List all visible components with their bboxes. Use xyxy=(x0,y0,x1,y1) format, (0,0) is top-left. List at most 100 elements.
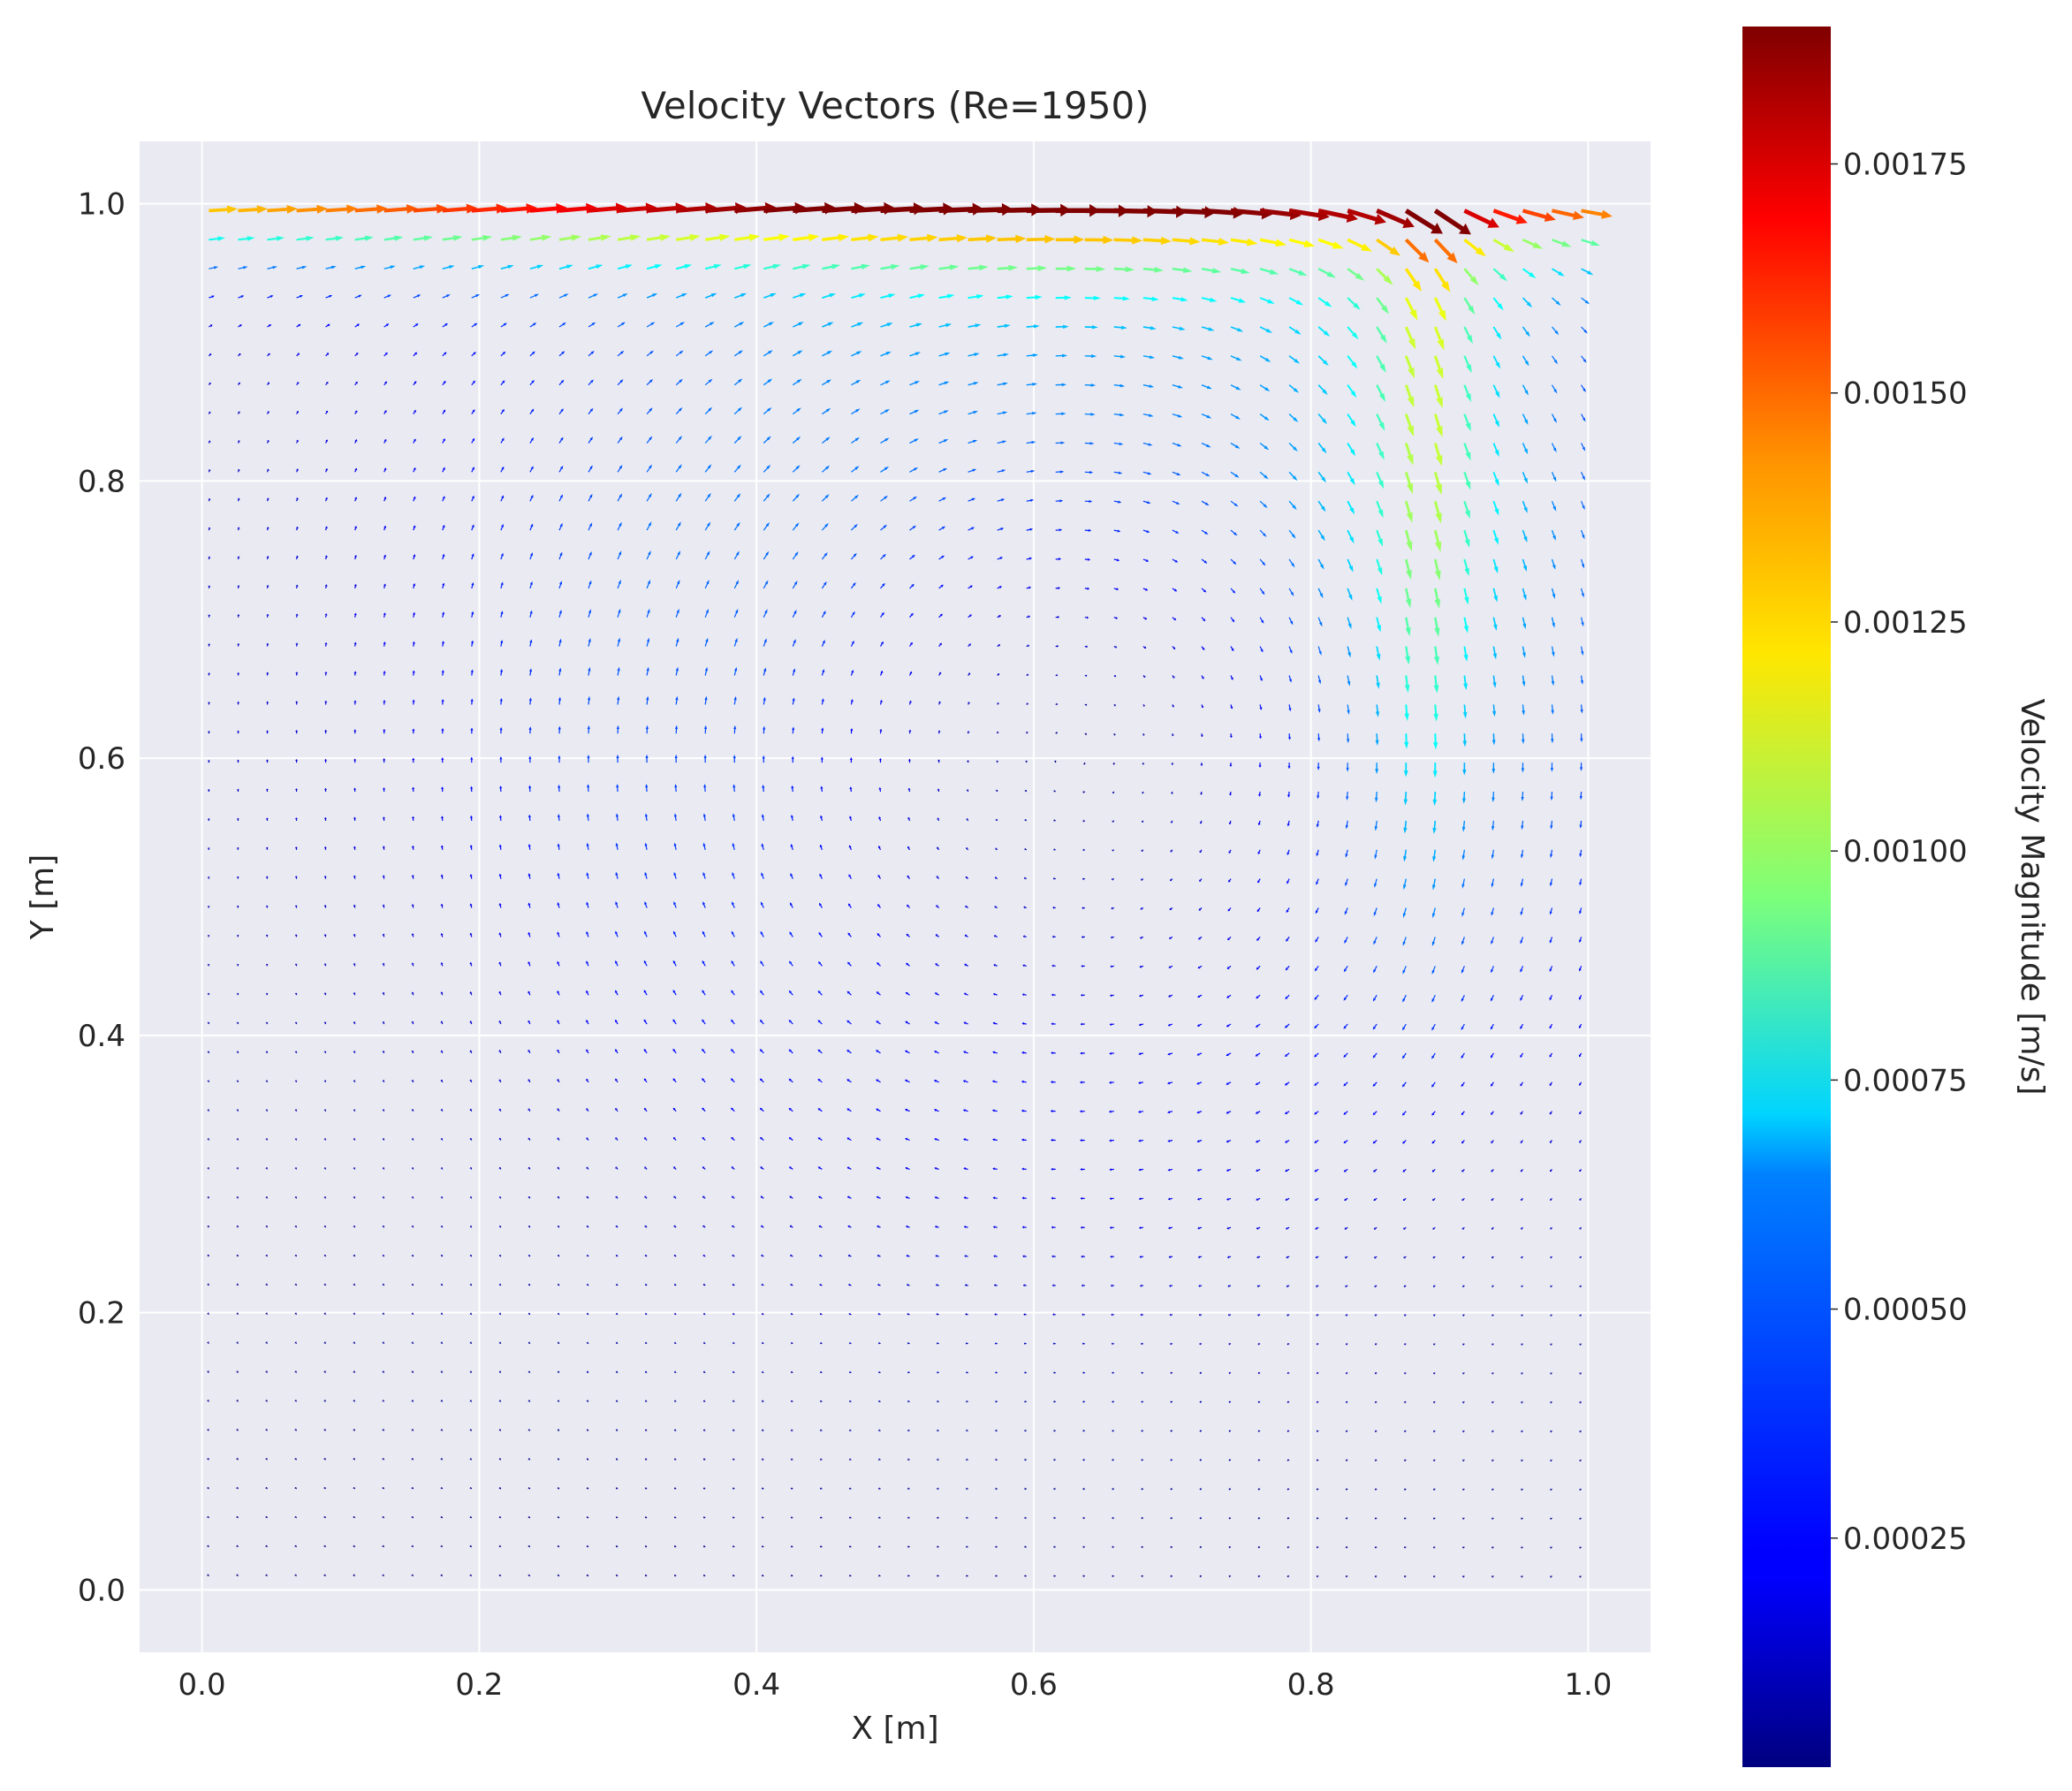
velocity-arrow xyxy=(1259,355,1271,362)
velocity-arrow xyxy=(354,467,358,473)
velocity-arrow xyxy=(938,672,942,676)
velocity-arrow xyxy=(788,1049,793,1054)
velocity-arrow xyxy=(704,550,710,560)
velocity-arrow xyxy=(1344,1226,1348,1230)
velocity-arrow xyxy=(759,1107,764,1112)
velocity-arrow xyxy=(905,1137,910,1142)
velocity-arrow xyxy=(558,379,565,386)
velocity-arrow xyxy=(938,555,945,560)
velocity-arrow xyxy=(788,1078,793,1083)
velocity-arrow xyxy=(588,638,591,647)
velocity-arrow xyxy=(469,1167,473,1170)
colorbar-tick-label: 0.00125 xyxy=(1843,605,1968,641)
velocity-arrow xyxy=(734,201,777,215)
velocity-arrow xyxy=(731,1195,735,1199)
velocity-arrow xyxy=(935,934,939,937)
velocity-arrow xyxy=(209,236,225,241)
velocity-arrow xyxy=(208,614,211,618)
velocity-arrow xyxy=(1374,849,1378,860)
velocity-arrow xyxy=(558,234,582,241)
velocity-arrow xyxy=(617,465,623,473)
velocity-arrow xyxy=(469,991,473,996)
velocity-arrow xyxy=(1579,1111,1582,1115)
velocity-arrow xyxy=(1374,1517,1378,1520)
velocity-arrow xyxy=(820,1370,823,1374)
velocity-arrow xyxy=(817,1108,823,1112)
velocity-arrow xyxy=(1402,1197,1407,1201)
velocity-arrow xyxy=(323,1341,327,1345)
velocity-arrow xyxy=(1226,965,1232,969)
velocity-arrow xyxy=(992,1138,998,1142)
velocity-arrow xyxy=(965,1312,968,1316)
velocity-arrow xyxy=(527,961,531,967)
velocity-arrow xyxy=(1343,1081,1348,1087)
velocity-arrow xyxy=(294,1487,298,1490)
velocity-arrow xyxy=(471,524,474,531)
velocity-arrow xyxy=(1581,268,1594,276)
velocity-arrow xyxy=(237,497,240,502)
velocity-arrow xyxy=(1347,588,1353,601)
velocity-arrow xyxy=(296,295,303,299)
velocity-arrow xyxy=(470,727,474,734)
velocity-arrow xyxy=(1317,617,1323,627)
velocity-arrow xyxy=(617,322,626,328)
velocity-arrow xyxy=(527,1312,531,1316)
velocity-arrow xyxy=(1256,907,1261,913)
velocity-arrow xyxy=(1201,558,1208,564)
velocity-arrow xyxy=(788,960,793,967)
velocity-arrow xyxy=(1082,1575,1085,1578)
velocity-arrow xyxy=(1521,1197,1523,1201)
velocity-arrow xyxy=(702,1078,706,1083)
velocity-arrow xyxy=(1491,907,1494,916)
velocity-arrow xyxy=(615,1254,619,1257)
velocity-arrow xyxy=(500,203,537,214)
velocity-arrow xyxy=(1552,297,1561,306)
velocity-arrow xyxy=(266,642,269,647)
velocity-arrow xyxy=(1288,617,1294,626)
velocity-arrow xyxy=(1520,937,1524,945)
velocity-arrow xyxy=(1433,1314,1436,1317)
velocity-arrow xyxy=(1022,1255,1027,1258)
velocity-arrow xyxy=(791,1400,793,1403)
velocity-arrow xyxy=(763,292,777,299)
velocity-arrow xyxy=(1055,528,1063,532)
velocity-arrow xyxy=(1404,704,1409,721)
velocity-arrow xyxy=(527,931,531,937)
velocity-arrow xyxy=(588,609,592,618)
velocity-arrow xyxy=(1551,326,1560,336)
velocity-arrow xyxy=(1259,326,1273,333)
velocity-arrow xyxy=(1549,1081,1553,1087)
velocity-arrow xyxy=(1347,617,1352,630)
velocity-arrow xyxy=(704,233,731,241)
velocity-arrow xyxy=(1172,206,1216,219)
velocity-arrow xyxy=(471,352,476,357)
velocity-arrow xyxy=(529,581,533,589)
velocity-arrow xyxy=(1287,733,1292,740)
velocity-arrow xyxy=(207,1544,209,1548)
velocity-arrow xyxy=(1139,1255,1143,1258)
velocity-arrow xyxy=(1286,1313,1290,1317)
velocity-arrow xyxy=(1346,763,1349,772)
velocity-arrow xyxy=(1462,1314,1465,1317)
velocity-arrow xyxy=(236,1021,239,1025)
velocity-arrow xyxy=(644,1137,648,1141)
velocity-arrow xyxy=(731,1019,735,1025)
velocity-arrow xyxy=(1579,907,1582,914)
velocity-arrow xyxy=(646,608,650,618)
velocity-arrow xyxy=(383,641,386,647)
velocity-arrow xyxy=(1201,442,1211,448)
velocity-arrow xyxy=(966,1458,968,1461)
velocity-arrow xyxy=(1286,1256,1290,1259)
velocity-arrow xyxy=(997,586,1002,589)
velocity-arrow xyxy=(880,524,887,531)
velocity-arrow xyxy=(1109,1226,1114,1229)
velocity-arrow xyxy=(1051,964,1056,968)
velocity-arrow xyxy=(498,1196,502,1199)
velocity-arrow xyxy=(1256,1226,1261,1230)
velocity-arrow xyxy=(1374,1575,1378,1578)
velocity-arrow xyxy=(1550,1343,1552,1346)
velocity-arrow xyxy=(1344,1256,1348,1259)
velocity-arrow xyxy=(1170,1575,1173,1578)
velocity-arrow xyxy=(588,202,627,214)
velocity-arrow xyxy=(557,1226,560,1228)
